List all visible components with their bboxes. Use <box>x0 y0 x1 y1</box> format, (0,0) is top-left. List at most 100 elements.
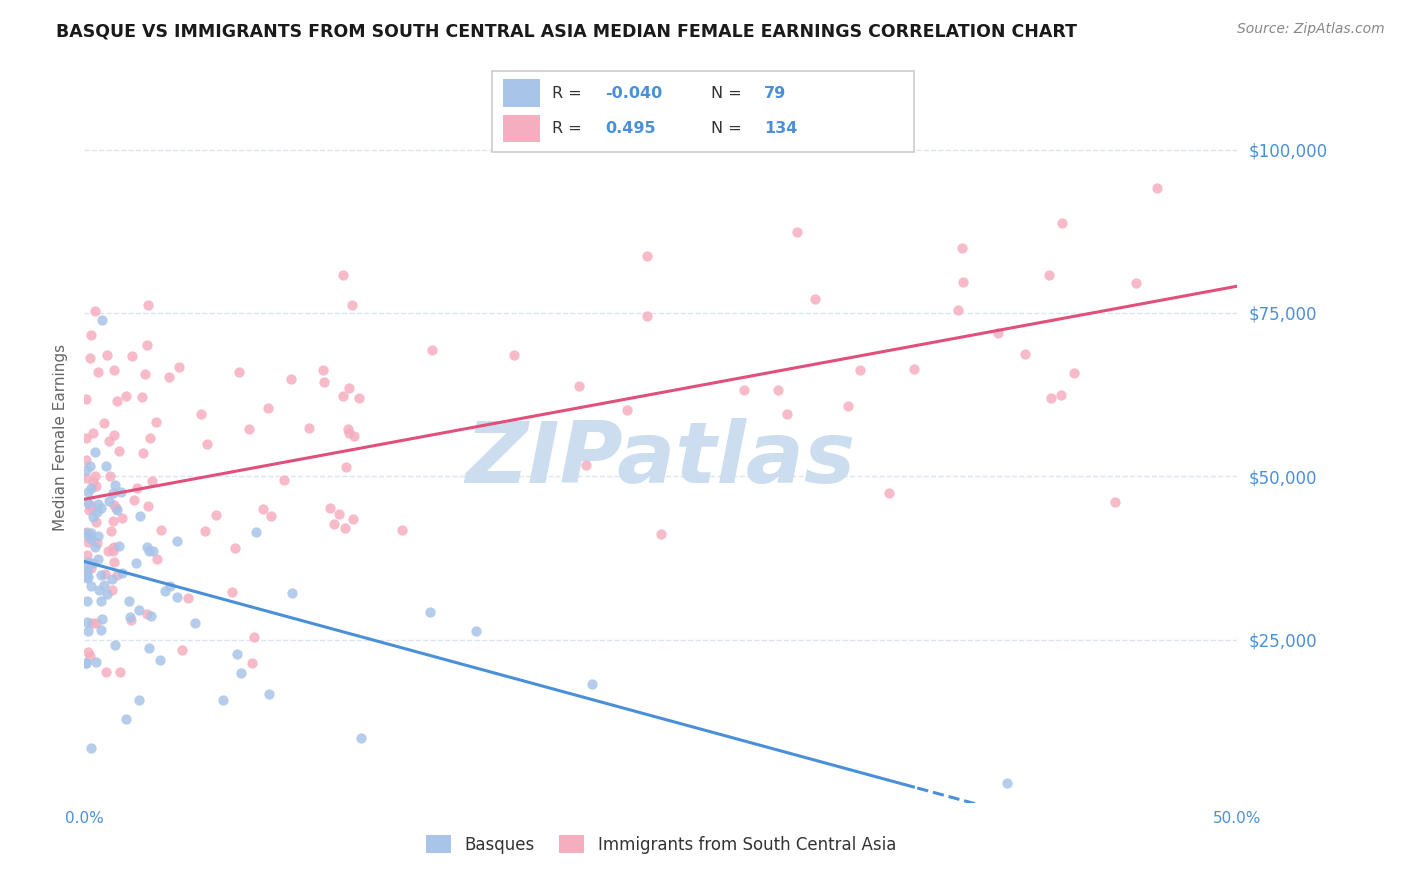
Point <box>616 402 638 417</box>
Point <box>252 502 274 516</box>
Point <box>101 582 124 597</box>
Point <box>82 475 104 489</box>
Point <box>80 532 103 546</box>
Point <box>103 555 125 569</box>
Point <box>312 363 335 377</box>
Point <box>146 552 169 566</box>
Point <box>120 613 142 627</box>
Point <box>76 564 98 578</box>
Point <box>79 649 101 664</box>
Point <box>141 474 163 488</box>
Text: N =: N = <box>711 86 742 101</box>
Point <box>337 381 360 395</box>
Point <box>90 623 112 637</box>
Point <box>77 534 100 549</box>
Point <box>177 591 200 606</box>
Point <box>80 481 103 495</box>
Point <box>419 605 441 619</box>
Point <box>80 501 103 516</box>
Point <box>142 544 165 558</box>
Point <box>952 275 974 289</box>
Point <box>75 657 97 671</box>
Point <box>75 566 97 581</box>
Point <box>136 607 159 622</box>
Point <box>766 383 789 397</box>
Point <box>96 348 118 362</box>
Point <box>240 656 263 670</box>
Point <box>84 303 107 318</box>
Point <box>298 421 321 435</box>
Point <box>77 624 100 638</box>
Point <box>86 552 108 566</box>
Point <box>77 570 100 584</box>
Point <box>93 577 115 591</box>
Point <box>87 529 110 543</box>
Point <box>1104 494 1126 508</box>
Point <box>141 609 163 624</box>
Point <box>281 586 304 600</box>
Point <box>77 484 100 499</box>
Point <box>103 544 125 558</box>
Text: 79: 79 <box>765 86 786 101</box>
Point <box>104 639 127 653</box>
Point <box>111 510 134 524</box>
Point <box>280 372 302 386</box>
Point <box>80 560 103 574</box>
Point <box>121 350 143 364</box>
Point <box>224 541 246 556</box>
Point <box>84 616 107 631</box>
Point <box>90 593 112 607</box>
Point <box>115 388 138 402</box>
Point <box>82 556 104 570</box>
Point <box>110 485 132 500</box>
Point <box>166 590 188 604</box>
Point <box>333 520 356 534</box>
Point <box>245 524 267 539</box>
Point <box>134 367 156 381</box>
Point <box>145 415 167 429</box>
Point <box>90 612 112 626</box>
Point <box>159 579 181 593</box>
Text: N =: N = <box>711 121 742 136</box>
Point <box>76 594 98 608</box>
Point <box>350 731 373 745</box>
Point <box>465 624 488 639</box>
Text: ZIPatlas: ZIPatlas <box>465 417 856 500</box>
Point <box>211 693 233 707</box>
Point <box>80 579 103 593</box>
Point <box>804 293 827 307</box>
Point <box>103 363 125 377</box>
Point <box>786 225 808 239</box>
Point <box>76 571 98 585</box>
Text: 134: 134 <box>765 121 797 136</box>
Point <box>125 481 148 495</box>
Point <box>238 422 260 436</box>
Point <box>122 492 145 507</box>
Point <box>117 594 139 608</box>
Point <box>205 508 228 522</box>
Point <box>343 429 366 443</box>
Text: -0.040: -0.040 <box>605 86 662 101</box>
Point <box>273 473 295 487</box>
Point <box>135 540 157 554</box>
Point <box>1040 391 1063 405</box>
Point <box>128 508 150 523</box>
Point <box>568 378 591 392</box>
Point <box>76 548 98 562</box>
Point <box>225 647 247 661</box>
Point <box>335 460 357 475</box>
Point <box>76 528 98 542</box>
Point <box>1014 347 1036 361</box>
Point <box>87 582 110 597</box>
Point <box>77 502 100 516</box>
Point <box>82 426 104 441</box>
Point <box>849 363 872 377</box>
Point <box>103 498 125 512</box>
Point <box>995 776 1018 790</box>
Point <box>339 425 361 440</box>
Point <box>98 469 121 483</box>
Point <box>77 555 100 569</box>
Point <box>153 583 176 598</box>
Point <box>108 539 131 553</box>
Point <box>879 486 901 500</box>
